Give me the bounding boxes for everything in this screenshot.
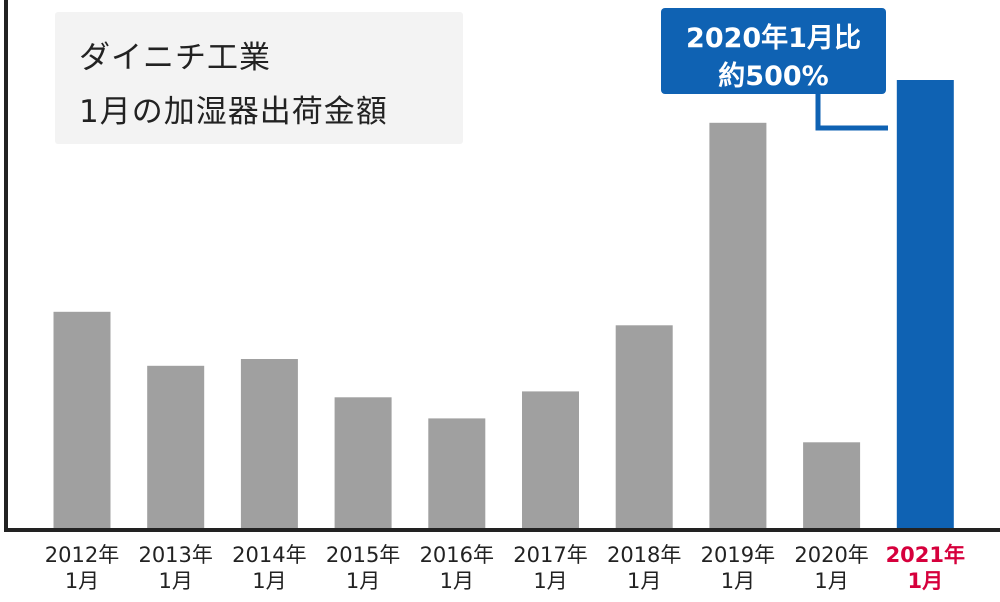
- bar-2012年: [53, 311, 111, 531]
- x-tick-label: 2017年 1月: [501, 542, 601, 594]
- x-tick-year: 2020年: [794, 543, 869, 567]
- x-tick-year: 2016年: [419, 543, 495, 567]
- bar-2021年: [896, 80, 954, 530]
- bars-group: [53, 80, 954, 531]
- x-tick-month: 1月: [907, 569, 944, 593]
- callout-comparison-label: 2020年1月比: [686, 23, 861, 54]
- x-tick-label: 2016年 1月: [407, 542, 507, 594]
- x-tick-year: 2019年: [700, 543, 776, 567]
- x-tick-month: 1月: [533, 569, 568, 593]
- x-tick-label: 2021年 1月: [875, 542, 975, 594]
- x-tick-month: 1月: [252, 569, 287, 593]
- x-tick-month: 1月: [64, 569, 100, 593]
- x-tick-year: 2012年: [44, 543, 120, 567]
- x-tick-month: 1月: [720, 569, 756, 593]
- x-tick-year: 2015年: [325, 543, 401, 567]
- callout-percentage-label: 約500%: [718, 61, 829, 92]
- x-tick-label: 2020年 1月: [782, 542, 882, 594]
- x-tick-year: 2018年: [606, 543, 682, 567]
- chart-title-metric: 1月の加湿器出荷金額: [79, 94, 388, 130]
- chart-title-box: ダイニチ工業 1月の加湿器出荷金額: [55, 12, 463, 144]
- x-tick-year: 2013年: [138, 543, 213, 567]
- x-tick-year: 2014年: [232, 543, 307, 567]
- x-tick-month: 1月: [439, 569, 474, 593]
- bar-2016年: [428, 418, 486, 530]
- x-tick-label: 2015年 1月: [313, 542, 413, 594]
- bar-2017年: [522, 391, 579, 530]
- x-tick-month: 1月: [814, 569, 849, 593]
- x-tick-label: 2013年 1月: [126, 542, 226, 594]
- bar-2014年: [240, 359, 298, 530]
- callout-annotation: 2020年1月比 約500%: [661, 8, 886, 94]
- bar-2013年: [147, 365, 205, 531]
- bar-2019年: [709, 122, 767, 531]
- x-tick-month: 1月: [158, 569, 193, 593]
- x-tick-label: 2018年 1月: [594, 542, 694, 594]
- x-tick-year: 2021年: [885, 543, 966, 567]
- x-tick-month: 1月: [345, 569, 381, 593]
- chart-title-company: ダイニチ工業: [79, 40, 271, 76]
- x-tick-label: 2012年 1月: [32, 542, 132, 594]
- x-tick-label: 2014年 1月: [219, 542, 319, 594]
- bar-2015年: [334, 397, 392, 531]
- bar-2018年: [615, 325, 673, 531]
- x-tick-month: 1月: [627, 569, 662, 593]
- bar-2020年: [803, 442, 861, 531]
- x-tick-label: 2019年 1月: [688, 542, 788, 594]
- x-tick-year: 2017年: [513, 543, 588, 567]
- callout-connector: [815, 94, 888, 131]
